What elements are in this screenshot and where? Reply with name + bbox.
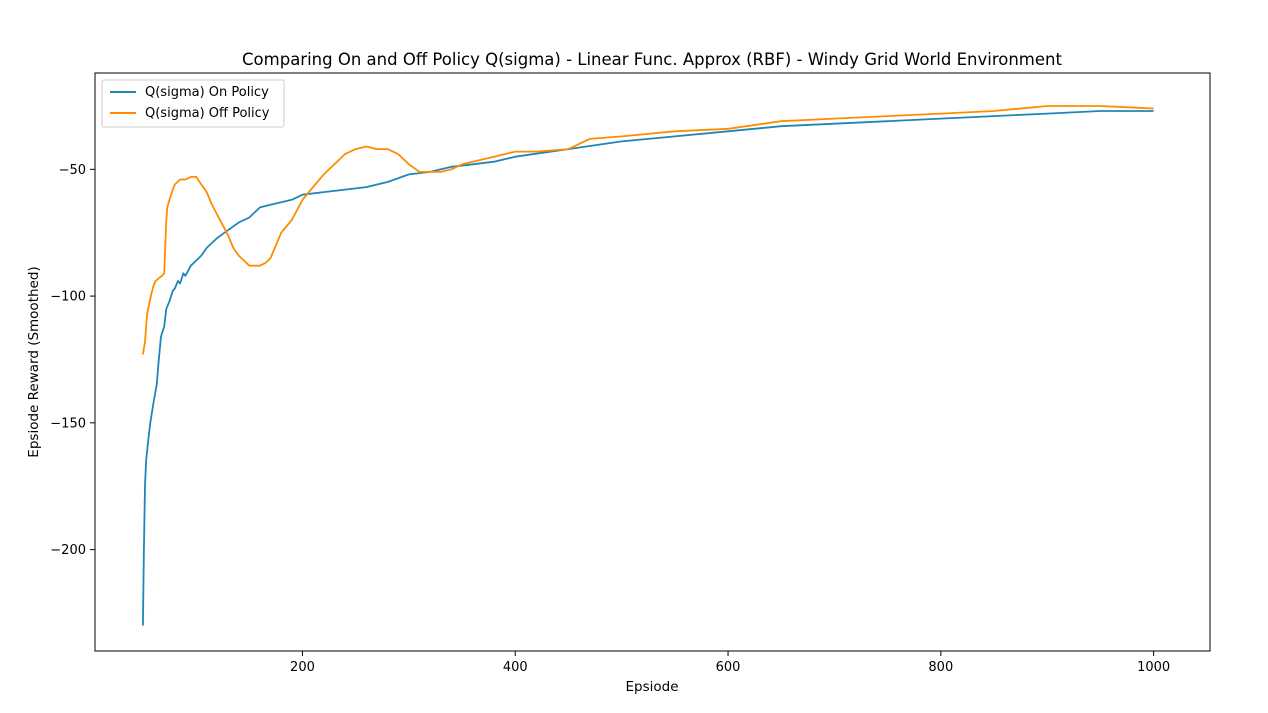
chart-title: Comparing On and Off Policy Q(sigma) - L… — [242, 50, 1062, 69]
plot-frame — [94, 72, 1211, 652]
legend-label-on-policy: Q(sigma) On Policy — [145, 85, 269, 100]
legend: Q(sigma) On Policy Q(sigma) Off Policy — [101, 79, 285, 128]
legend-box — [101, 79, 285, 128]
y-tick-label: −100 — [50, 290, 86, 305]
series-line-on-policy — [142, 110, 1154, 626]
x-axis: 200 400 600 800 1000 — [290, 651, 1170, 675]
x-tick-label: 1000 — [1137, 660, 1170, 675]
legend-label-off-policy: Q(sigma) Off Policy — [145, 106, 270, 121]
series-lines — [142, 105, 1154, 626]
series-line-off-policy — [142, 105, 1154, 355]
plot-area: 200 400 600 800 1000 −200 −150 −100 −50 — [50, 72, 1211, 675]
y-tick-label: −200 — [50, 543, 86, 558]
x-tick-label: 800 — [928, 660, 953, 675]
x-tick-label: 600 — [716, 660, 741, 675]
x-tick-label: 200 — [290, 660, 315, 675]
y-axis: −200 −150 −100 −50 — [50, 163, 95, 558]
x-tick-label: 400 — [503, 660, 528, 675]
y-tick-label: −50 — [59, 163, 86, 178]
y-tick-label: −150 — [50, 416, 86, 431]
x-axis-label: Epsiode — [625, 679, 678, 695]
y-axis-label: Epsiode Reward (Smoothed) — [26, 266, 42, 457]
